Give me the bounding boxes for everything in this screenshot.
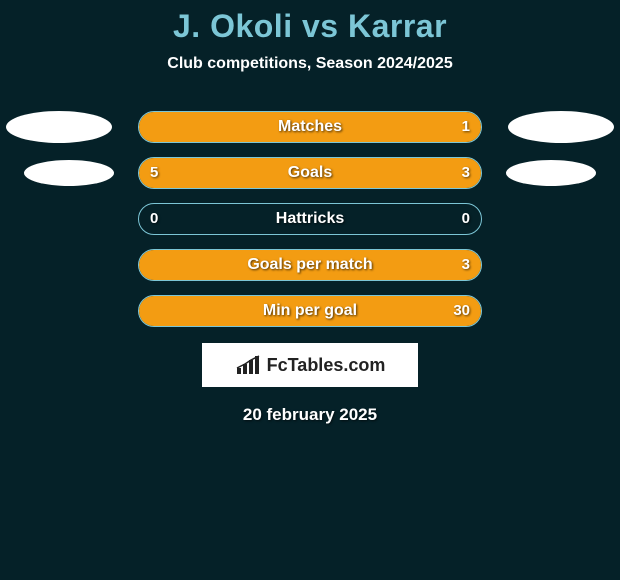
stat-row: 1 Matches — [0, 111, 620, 143]
player-left-marker — [6, 111, 112, 143]
stat-label: Matches — [278, 111, 342, 143]
stat-value-right: 0 — [462, 203, 470, 235]
comparison-card: J. Okoli vs Karrar Club competitions, Se… — [0, 0, 620, 425]
page-title: J. Okoli vs Karrar — [0, 8, 620, 45]
logo-text: FcTables.com — [267, 355, 386, 376]
stat-value-right: 30 — [453, 295, 470, 327]
stat-label: Min per goal — [263, 295, 357, 327]
player-left-marker — [24, 160, 114, 186]
stat-row: 5 3 Goals — [0, 157, 620, 189]
stat-label: Goals per match — [247, 249, 372, 281]
stat-value-right: 3 — [462, 157, 470, 189]
subtitle: Club competitions, Season 2024/2025 — [0, 55, 620, 73]
stat-value-right: 1 — [462, 111, 470, 143]
player-right-marker — [508, 111, 614, 143]
stat-value-left: 0 — [150, 203, 158, 235]
stat-row: 30 Min per goal — [0, 295, 620, 327]
stat-label: Hattricks — [276, 203, 344, 235]
stat-value-right: 3 — [462, 249, 470, 281]
player-right-marker — [506, 160, 596, 186]
logo-box[interactable]: FcTables.com — [202, 343, 418, 387]
stat-row: 3 Goals per match — [0, 249, 620, 281]
bar-chart-icon — [235, 354, 263, 376]
stat-value-left: 5 — [150, 157, 158, 189]
stat-label: Goals — [288, 157, 332, 189]
stat-row: 0 0 Hattricks — [0, 203, 620, 235]
stats-list: 1 Matches 5 3 Goals 0 0 Hattricks 3 Goals per mat… — [0, 111, 620, 327]
date-text: 20 february 2025 — [0, 405, 620, 425]
